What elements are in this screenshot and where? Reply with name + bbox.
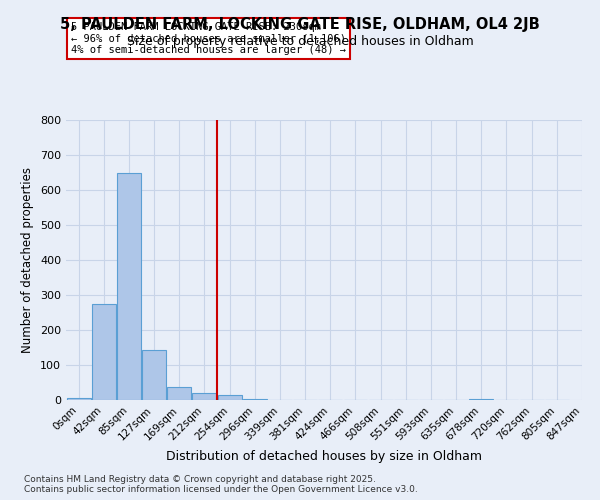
Text: 5, PAULDEN FARM, LOCKING GATE RISE, OLDHAM, OL4 2JB: 5, PAULDEN FARM, LOCKING GATE RISE, OLDH… [60, 18, 540, 32]
Bar [142, 350, 166, 400]
Y-axis label: Number of detached properties: Number of detached properties [22, 167, 34, 353]
Bar [218, 396, 242, 400]
X-axis label: Distribution of detached houses by size in Oldham: Distribution of detached houses by size … [166, 450, 482, 463]
Bar [243, 398, 267, 400]
Text: 5 PAULDEN FARM LOCKING GATE RISE: 230sqm
← 96% of detached houses are smaller (1: 5 PAULDEN FARM LOCKING GATE RISE: 230sqm… [71, 22, 346, 55]
Bar [167, 386, 191, 400]
Text: Contains HM Land Registry data © Crown copyright and database right 2025.: Contains HM Land Registry data © Crown c… [24, 476, 376, 484]
Bar [67, 398, 91, 400]
Bar [193, 393, 217, 400]
Text: Size of property relative to detached houses in Oldham: Size of property relative to detached ho… [127, 35, 473, 48]
Bar [117, 173, 141, 400]
Text: Contains public sector information licensed under the Open Government Licence v3: Contains public sector information licen… [24, 486, 418, 494]
Bar [92, 304, 116, 400]
